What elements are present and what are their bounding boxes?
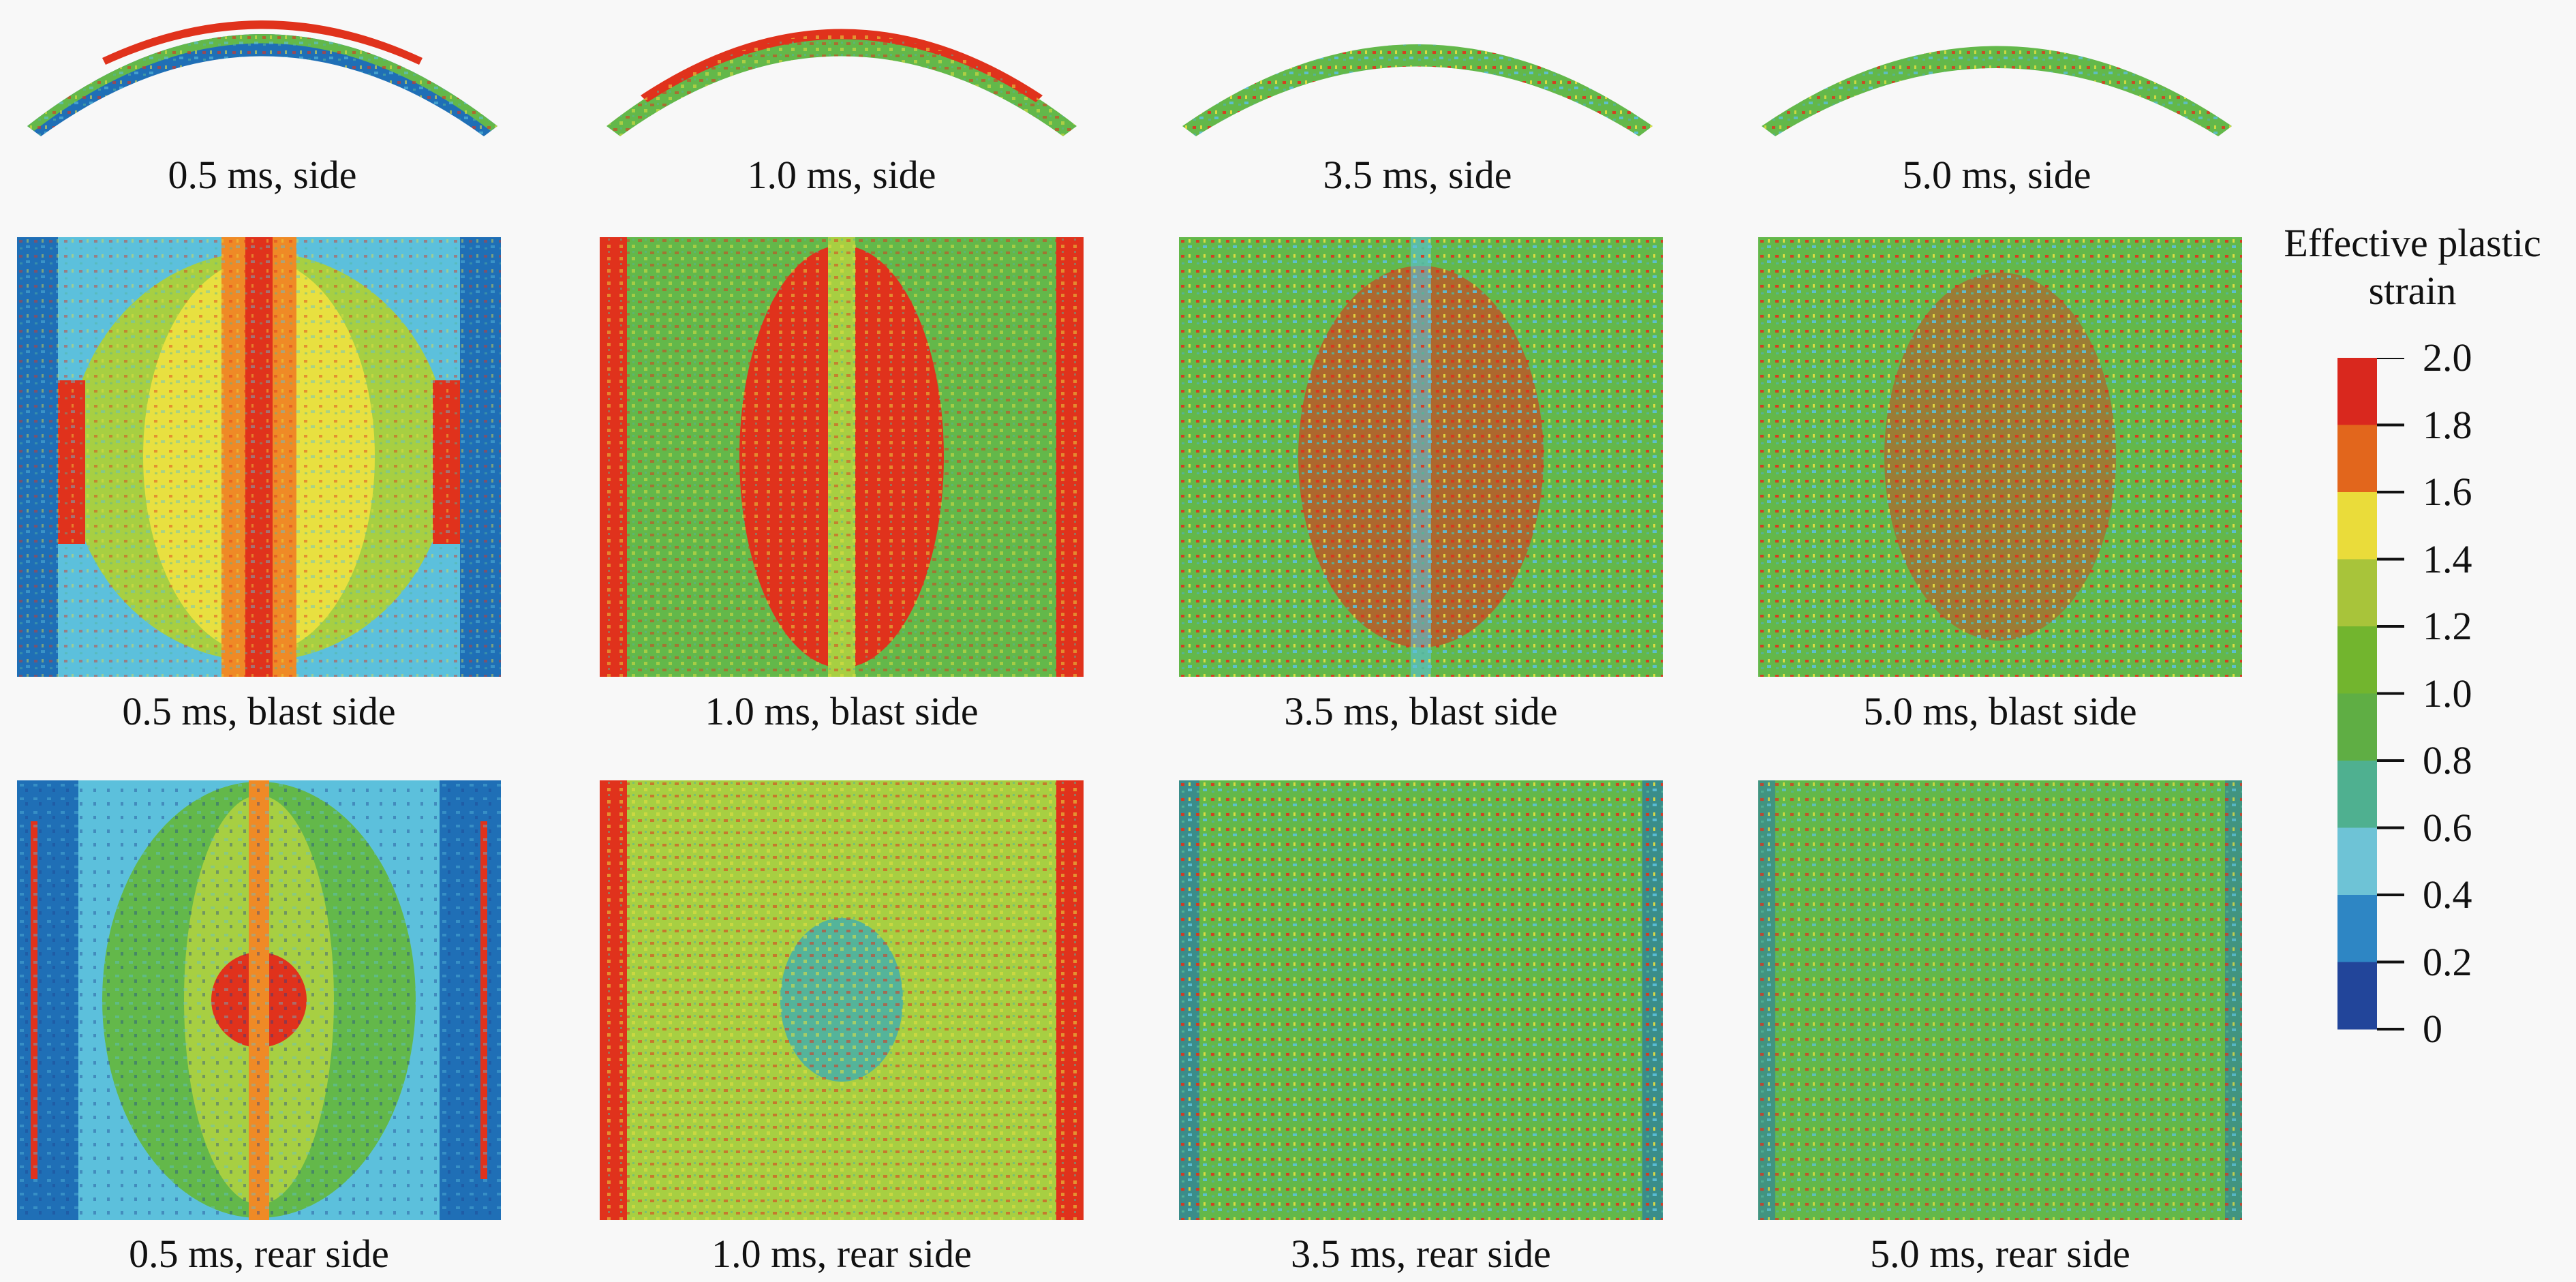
colorbar-segment [2337, 626, 2377, 694]
caption-blast-1-0ms: 1.0 ms, blast side [705, 689, 979, 733]
caption-blast-3-5ms: 3.5 ms, blast side [1284, 689, 1558, 733]
colorbar-tick-label: 1.8 [2423, 402, 2472, 447]
colorbar-tick-label: 0 [2423, 1007, 2442, 1051]
colorbar-tick-label: 1.0 [2423, 671, 2472, 716]
caption-rear-0-5ms: 0.5 ms, rear side [129, 1232, 389, 1276]
rear-side-1-0ms [600, 780, 1084, 1220]
caption-side-5-0ms: 5.0 ms, side [1902, 153, 2091, 197]
colorbar-segment [2337, 827, 2377, 896]
blast-side-5-0ms [1758, 237, 2242, 677]
colorbar-segment [2337, 962, 2377, 1030]
colorbar-tick-label: 1.4 [2423, 536, 2472, 581]
rear-side-5-0ms [1758, 780, 2242, 1220]
caption-rear-1-0ms: 1.0 ms, rear side [711, 1232, 972, 1276]
rear-side-3-5ms [1179, 780, 1663, 1220]
caption-side-0-5ms: 0.5 ms, side [168, 153, 357, 197]
rear-side-0-5ms [17, 780, 501, 1220]
colorbar-tick-label: 1.6 [2423, 470, 2472, 514]
colorbar-segment [2337, 559, 2377, 627]
colorbar-tick-label: 0.4 [2423, 872, 2472, 917]
colorbar-segment [2337, 425, 2377, 493]
colorbar-segment [2337, 358, 2377, 425]
caption-rear-5-0ms: 5.0 ms, rear side [1870, 1232, 2130, 1276]
blast-side-3-5ms [1179, 237, 1663, 677]
colorbar-segment [2337, 492, 2377, 560]
colorbar-tick-label: 0.2 [2423, 939, 2472, 984]
caption-side-3-5ms: 3.5 ms, side [1323, 153, 1512, 197]
caption-rear-3-5ms: 3.5 ms, rear side [1291, 1232, 1551, 1276]
side-view-0-5ms [20, 3, 504, 140]
colorbar [2337, 358, 2412, 1033]
blast-side-0-5ms [17, 237, 501, 677]
side-view-1-0ms [600, 3, 1084, 140]
colorbar-segment [2337, 895, 2377, 962]
blast-side-1-0ms [600, 237, 1084, 677]
colorbar-segment [2337, 693, 2377, 761]
colorbar-tick-label: 2.0 [2423, 335, 2472, 380]
colorbar-tick-label: 1.2 [2423, 604, 2472, 648]
side-view-3-5ms [1176, 3, 1659, 140]
colorbar-tick-label: 0.6 [2423, 805, 2472, 850]
side-view-5-0ms [1755, 3, 2239, 140]
caption-blast-0-5ms: 0.5 ms, blast side [122, 689, 396, 733]
caption-blast-5-0ms: 5.0 ms, blast side [1863, 689, 2137, 733]
colorbar-tick-label: 0.8 [2423, 738, 2472, 782]
caption-side-1-0ms: 1.0 ms, side [747, 153, 936, 197]
legend-title-line1: Effective plastic [2284, 221, 2541, 265]
colorbar-segment [2337, 761, 2377, 828]
legend-title: Effective plastic strain [2256, 219, 2569, 315]
legend-title-line2: strain [2368, 269, 2457, 313]
